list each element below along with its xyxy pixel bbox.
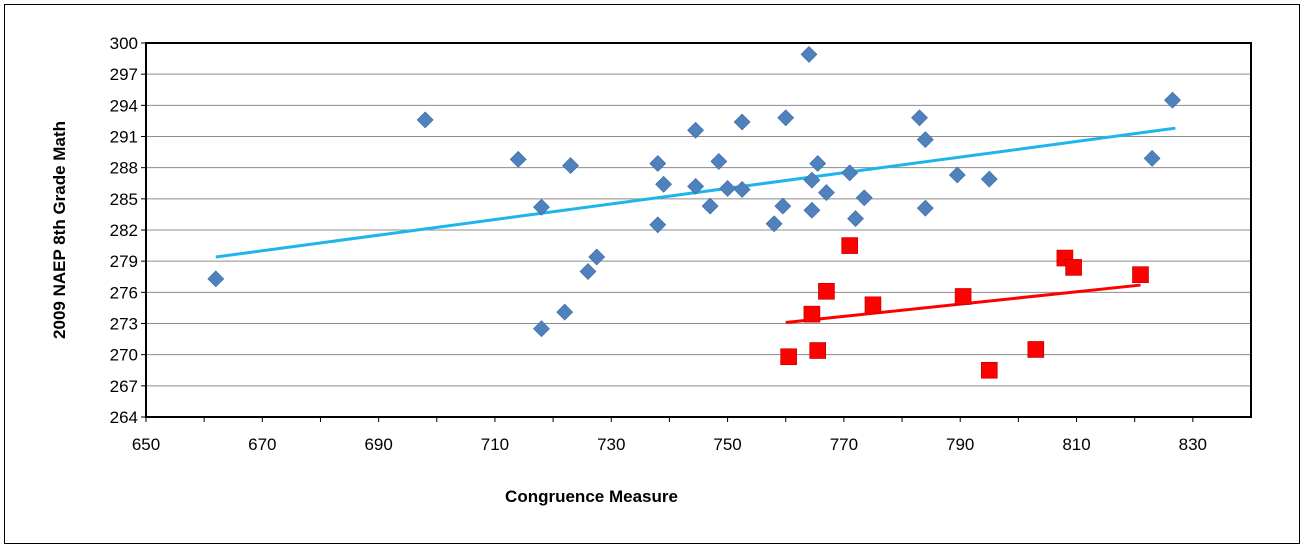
data-points xyxy=(207,46,1181,379)
y-tick-label: 285 xyxy=(110,190,138,209)
diamond-point xyxy=(588,248,606,266)
diamond-point xyxy=(774,197,792,215)
diamond-point xyxy=(803,201,821,219)
diamond-point xyxy=(701,197,719,215)
y-tick-label: 294 xyxy=(110,96,138,115)
diamond-point xyxy=(556,303,574,321)
diamond-point xyxy=(687,121,705,139)
x-tick-label: 770 xyxy=(830,435,858,454)
diamond-point xyxy=(847,210,864,227)
diamond-point xyxy=(416,111,434,129)
y-tick-label: 273 xyxy=(110,315,138,334)
y-tick-label: 288 xyxy=(110,159,138,178)
diamond-point xyxy=(579,263,597,280)
square-point xyxy=(803,305,821,323)
y-tick-label: 276 xyxy=(110,283,138,302)
y-tick-label: 297 xyxy=(110,65,138,84)
diamond-point xyxy=(855,189,873,207)
x-tick-label: 810 xyxy=(1062,435,1090,454)
diamond-point xyxy=(948,166,966,184)
diamond-point xyxy=(509,150,527,168)
y-tick-label: 267 xyxy=(110,377,138,396)
y-tick-label: 300 xyxy=(110,34,138,53)
x-tick-labels: 650 670 690 710 730 750 770 790 810 830 xyxy=(132,435,1207,454)
x-tick-label: 690 xyxy=(364,435,392,454)
plot-border xyxy=(145,42,1252,418)
diamond-point xyxy=(733,113,751,131)
square-point xyxy=(780,348,797,366)
square-point xyxy=(809,342,827,359)
x-tick-label: 670 xyxy=(248,435,276,454)
x-tick-label: 750 xyxy=(713,435,741,454)
diamond-point xyxy=(803,171,821,189)
scatter-chart: 264267270273276279282285288291294297300 … xyxy=(50,34,1252,506)
y-tick-label: 264 xyxy=(110,408,138,427)
x-tick-label: 730 xyxy=(597,435,625,454)
diamond-point xyxy=(809,155,827,172)
diamond-point xyxy=(533,198,550,216)
square-point xyxy=(864,296,882,314)
diamond-point xyxy=(649,216,667,234)
diamond-point xyxy=(818,184,835,202)
diamond-point xyxy=(719,180,737,197)
diamond-point xyxy=(207,270,225,288)
x-tick-label: 650 xyxy=(132,435,160,454)
square-point xyxy=(954,288,972,305)
square-point xyxy=(818,282,835,300)
diamond-point xyxy=(562,157,579,175)
diamond-point xyxy=(649,155,667,172)
diamond-point xyxy=(916,199,934,217)
x-axis-title: Congruence Measure xyxy=(505,487,678,506)
square-point xyxy=(841,237,859,254)
square-point xyxy=(1065,259,1082,276)
diamond-point xyxy=(911,109,928,127)
y-tick-label: 282 xyxy=(110,221,138,240)
diamond-point xyxy=(1164,91,1181,109)
y-tick-label: 270 xyxy=(110,346,138,365)
diamond-point xyxy=(916,131,934,149)
diamond-point xyxy=(980,170,998,188)
diamond-point xyxy=(841,164,859,182)
diamond-point xyxy=(655,175,673,193)
chart-frame: 264 267 270 273 276 279 282 285 288 291 294 297 300 … xyxy=(4,4,1300,544)
x-tick-label: 790 xyxy=(946,435,974,454)
square-point xyxy=(1132,266,1149,283)
square-point xyxy=(980,361,998,379)
diamond-point xyxy=(777,109,795,127)
diamond-point xyxy=(710,153,728,170)
diamond-point xyxy=(733,181,751,198)
y-tick-labels: 264 267 270 273 276 279 282 285 288 291 294 297 300 xyxy=(110,34,138,427)
diamond-point xyxy=(533,320,550,338)
diamond-point xyxy=(687,177,705,195)
y-tick-label: 279 xyxy=(110,252,138,271)
diamond-point xyxy=(800,46,818,63)
y-axis-title: 2009 NAEP 8th Grade Math xyxy=(50,121,69,339)
diamond-point xyxy=(765,215,783,233)
x-tick-label: 710 xyxy=(481,435,509,454)
x-tick-label: 830 xyxy=(1179,435,1207,454)
y-tick-label: 291 xyxy=(110,128,138,147)
diamond-point xyxy=(1143,149,1161,167)
square-point xyxy=(1027,341,1045,358)
